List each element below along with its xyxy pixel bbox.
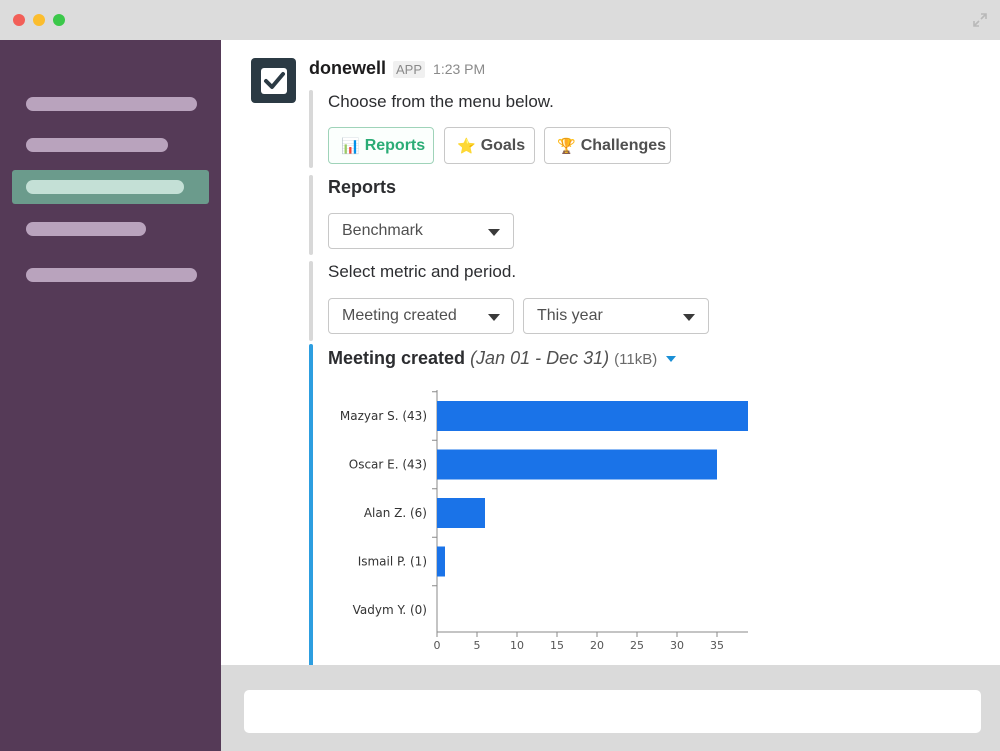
goals-button-label: Goals xyxy=(480,136,526,154)
x-tick-label: 10 xyxy=(510,639,524,652)
attachment-border xyxy=(309,261,313,341)
period-value: This year xyxy=(537,307,603,324)
sidebar-item[interactable] xyxy=(26,97,197,111)
star-icon: ⭐ xyxy=(457,137,476,155)
attachment-title-period: (Jan 01 - Dec 31) xyxy=(470,348,610,368)
attachment-file-size: (11kB) xyxy=(614,351,658,368)
attachment-border xyxy=(309,344,313,665)
attachment-title-metric: Meeting created xyxy=(328,348,466,368)
message-pane: donewell APP 1:23 PM Choose from the men… xyxy=(221,40,1000,665)
report-type-value: Benchmark xyxy=(342,222,423,239)
x-tick-label: 20 xyxy=(590,639,604,652)
challenges-button-label: Challenges xyxy=(580,136,667,154)
y-tick-label: Ismail P. (1) xyxy=(358,555,427,569)
menu-prompt: Choose from the menu below. xyxy=(328,92,554,111)
y-tick-label: Oscar E. (43) xyxy=(349,458,427,472)
bar xyxy=(437,546,445,577)
metric-value: Meeting created xyxy=(342,307,457,324)
x-tick-label: 15 xyxy=(550,639,564,652)
bar xyxy=(437,498,485,528)
maximize-window-button[interactable] xyxy=(53,14,65,26)
message-input[interactable] xyxy=(244,690,981,733)
app-badge: APP xyxy=(393,61,426,78)
bot-avatar[interactable] xyxy=(251,58,296,103)
close-window-button[interactable] xyxy=(13,14,25,26)
metric-prompt: Select metric and period. xyxy=(328,262,517,281)
period-select[interactable]: This year xyxy=(523,298,709,334)
checkmark-icon xyxy=(260,67,287,94)
sidebar xyxy=(0,40,221,751)
x-tick-label: 0 xyxy=(434,639,441,652)
chevron-down-icon xyxy=(488,314,500,321)
sidebar-item-active[interactable] xyxy=(12,170,209,204)
bar xyxy=(437,401,748,431)
y-tick-label: Vadym Y. (0) xyxy=(353,603,427,617)
x-tick-label: 35 xyxy=(710,639,724,652)
y-tick-label: Alan Z. (6) xyxy=(364,506,427,520)
expand-arrows-icon[interactable] xyxy=(972,12,988,28)
chevron-down-icon xyxy=(488,229,500,236)
message-timestamp[interactable]: 1:23 PM xyxy=(433,61,486,77)
sidebar-item[interactable] xyxy=(26,268,197,282)
bar xyxy=(437,449,717,480)
attachment-title[interactable]: Meeting created (Jan 01 - Dec 31) (11kB) xyxy=(328,348,677,369)
sidebar-item-label-placeholder xyxy=(26,180,184,194)
y-tick-label: Mazyar S. (43) xyxy=(340,409,427,423)
composer-area xyxy=(221,665,1000,751)
reports-button-label: Reports xyxy=(364,136,426,154)
reports-button[interactable]: 📊 Reports xyxy=(328,127,434,164)
goals-button[interactable]: ⭐ Goals xyxy=(444,127,535,164)
trophy-icon: 🏆 xyxy=(557,137,576,155)
chevron-down-icon xyxy=(683,314,695,321)
message-header: donewell APP 1:23 PM xyxy=(309,58,485,80)
title-bar xyxy=(0,0,1000,40)
chevron-down-icon[interactable] xyxy=(666,356,677,363)
challenges-button[interactable]: 🏆 Challenges xyxy=(544,127,671,164)
x-tick-label: 5 xyxy=(474,639,481,652)
bar-chart-icon: 📊 xyxy=(341,137,360,155)
attachment-border xyxy=(309,90,313,168)
attachment-border xyxy=(309,175,313,255)
sidebar-item[interactable] xyxy=(26,138,168,152)
x-tick-label: 30 xyxy=(670,639,684,652)
metric-select[interactable]: Meeting created xyxy=(328,298,514,334)
bar-chart: Mazyar S. (43) Oscar E. (43) Alan Z. (6) Is… xyxy=(340,390,748,652)
sidebar-item[interactable] xyxy=(26,222,146,236)
x-tick-label: 25 xyxy=(630,639,644,652)
minimize-window-button[interactable] xyxy=(33,14,45,26)
reports-heading: Reports xyxy=(328,177,397,197)
sender-name[interactable]: donewell xyxy=(309,58,387,78)
report-type-select[interactable]: Benchmark xyxy=(328,213,514,249)
